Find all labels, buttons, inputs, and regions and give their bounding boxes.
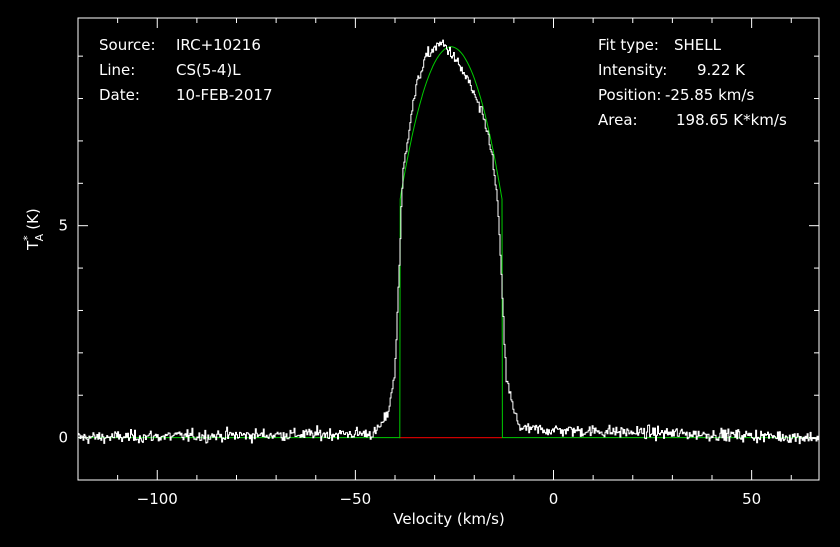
y-tick-label: 5 <box>58 217 68 235</box>
ticks-layer: −100 −50 0 50 0 5 <box>58 18 819 508</box>
area-label: Area: <box>598 111 638 129</box>
fit-type-value: SHELL <box>674 36 722 54</box>
x-axis-label: Velocity (km/s) <box>393 510 504 528</box>
x-tick-label: −100 <box>137 490 178 508</box>
y-tick-label: 0 <box>58 429 68 447</box>
position-label: Position: <box>598 86 661 104</box>
source-label: Source: <box>99 36 156 54</box>
position-value: -25.85 km/s <box>665 86 754 104</box>
plot-frame <box>77 17 820 481</box>
intensity-value: 9.22 K <box>697 61 746 79</box>
x-tick-label: 50 <box>742 490 761 508</box>
date-label: Date: <box>99 86 140 104</box>
y-axis-label-unit: (K) <box>24 208 42 230</box>
y-axis-label-sub: A <box>33 233 46 241</box>
source-value: IRC+10216 <box>176 36 261 54</box>
line-value: CS(5-4)L <box>176 61 241 79</box>
x-tick-label: 0 <box>549 490 559 508</box>
y-axis-label-text: T*A (K) <box>21 208 46 251</box>
y-axis-label-sup: * <box>21 235 34 241</box>
y-axis-label: T*A (K) <box>21 208 46 251</box>
spectrum-data-line <box>78 39 819 445</box>
intensity-label: Intensity: <box>598 61 667 79</box>
line-label: Line: <box>99 61 135 79</box>
area-value: 198.65 K*km/s <box>676 111 787 129</box>
data-layer <box>78 39 819 445</box>
x-tick-label: −50 <box>340 490 372 508</box>
fit-type-label: Fit type: <box>598 36 659 54</box>
y-axis-label-main: T <box>24 240 42 251</box>
date-value: 10-FEB-2017 <box>176 86 272 104</box>
